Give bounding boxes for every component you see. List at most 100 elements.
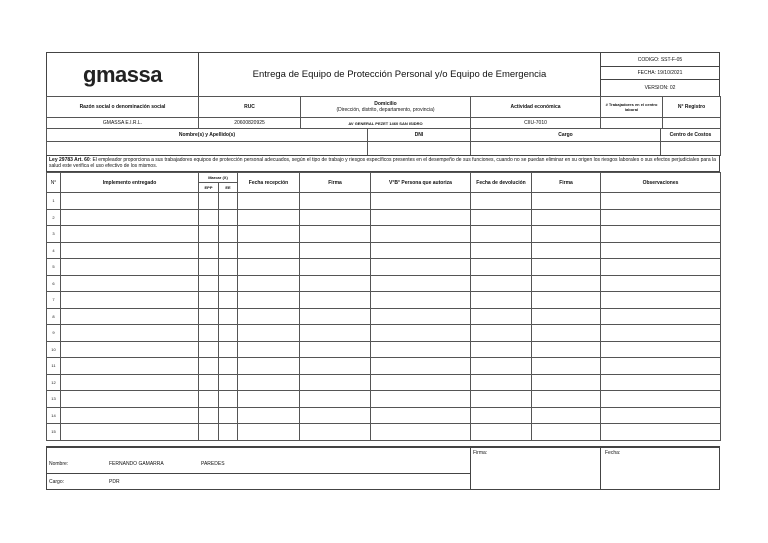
table-cell[interactable] bbox=[470, 208, 532, 226]
table-cell[interactable] bbox=[60, 241, 199, 259]
nombre-input[interactable] bbox=[46, 141, 368, 156]
table-cell[interactable] bbox=[60, 340, 199, 358]
table-cell[interactable] bbox=[299, 307, 371, 325]
table-cell[interactable] bbox=[470, 241, 532, 259]
table-cell[interactable] bbox=[531, 373, 601, 391]
table-cell[interactable] bbox=[237, 192, 300, 210]
table-cell[interactable] bbox=[237, 225, 300, 243]
table-cell[interactable] bbox=[531, 208, 601, 226]
table-cell[interactable] bbox=[600, 225, 721, 243]
table-cell[interactable] bbox=[600, 406, 721, 424]
table-cell[interactable] bbox=[370, 390, 471, 408]
table-cell[interactable] bbox=[600, 241, 721, 259]
table-cell[interactable] bbox=[237, 291, 300, 309]
table-cell[interactable] bbox=[470, 307, 532, 325]
table-cell[interactable] bbox=[600, 192, 721, 210]
table-cell[interactable] bbox=[198, 390, 219, 408]
table-cell[interactable] bbox=[198, 357, 219, 375]
table-cell[interactable] bbox=[218, 258, 238, 276]
table-cell[interactable] bbox=[237, 324, 300, 342]
table-cell[interactable] bbox=[370, 208, 471, 226]
table-cell[interactable] bbox=[600, 357, 721, 375]
table-cell[interactable] bbox=[531, 307, 601, 325]
table-cell[interactable] bbox=[299, 225, 371, 243]
table-cell[interactable] bbox=[198, 192, 219, 210]
table-cell[interactable] bbox=[198, 373, 219, 391]
centro-input[interactable] bbox=[660, 141, 721, 156]
table-cell[interactable] bbox=[470, 225, 532, 243]
table-cell[interactable] bbox=[470, 373, 532, 391]
table-cell[interactable] bbox=[60, 258, 199, 276]
table-cell[interactable] bbox=[531, 192, 601, 210]
table-cell[interactable] bbox=[600, 423, 721, 441]
table-cell[interactable] bbox=[237, 406, 300, 424]
dni-input[interactable] bbox=[367, 141, 471, 156]
table-cell[interactable] bbox=[60, 291, 199, 309]
table-cell[interactable] bbox=[218, 406, 238, 424]
table-cell[interactable] bbox=[299, 291, 371, 309]
table-cell[interactable] bbox=[531, 241, 601, 259]
table-cell[interactable] bbox=[531, 357, 601, 375]
table-cell[interactable] bbox=[60, 274, 199, 292]
table-cell[interactable] bbox=[531, 423, 601, 441]
table-cell[interactable] bbox=[218, 192, 238, 210]
table-cell[interactable] bbox=[531, 225, 601, 243]
table-cell[interactable] bbox=[237, 241, 300, 259]
table-cell[interactable] bbox=[218, 208, 238, 226]
table-cell[interactable] bbox=[370, 274, 471, 292]
table-cell[interactable] bbox=[370, 192, 471, 210]
table-cell[interactable] bbox=[470, 258, 532, 276]
table-cell[interactable] bbox=[600, 340, 721, 358]
table-cell[interactable] bbox=[370, 423, 471, 441]
table-cell[interactable] bbox=[370, 340, 471, 358]
table-cell[interactable] bbox=[470, 324, 532, 342]
table-cell[interactable] bbox=[198, 307, 219, 325]
table-cell[interactable] bbox=[60, 307, 199, 325]
registro-value[interactable] bbox=[662, 117, 721, 129]
footer-fecha[interactable]: Fecha: bbox=[603, 448, 719, 490]
table-cell[interactable] bbox=[198, 241, 219, 259]
table-cell[interactable] bbox=[470, 340, 532, 358]
table-cell[interactable] bbox=[218, 241, 238, 259]
table-cell[interactable] bbox=[600, 324, 721, 342]
table-cell[interactable] bbox=[470, 423, 532, 441]
table-cell[interactable] bbox=[198, 406, 219, 424]
table-cell[interactable] bbox=[237, 390, 300, 408]
table-cell[interactable] bbox=[198, 291, 219, 309]
table-cell[interactable] bbox=[531, 258, 601, 276]
table-cell[interactable] bbox=[60, 225, 199, 243]
cargo-input[interactable] bbox=[470, 141, 661, 156]
table-cell[interactable] bbox=[218, 373, 238, 391]
table-cell[interactable] bbox=[299, 357, 371, 375]
table-cell[interactable] bbox=[470, 357, 532, 375]
table-cell[interactable] bbox=[198, 340, 219, 358]
table-cell[interactable] bbox=[470, 274, 532, 292]
table-cell[interactable] bbox=[198, 208, 219, 226]
table-cell[interactable] bbox=[60, 390, 199, 408]
table-cell[interactable] bbox=[370, 357, 471, 375]
table-cell[interactable] bbox=[218, 340, 238, 358]
table-cell[interactable] bbox=[531, 406, 601, 424]
table-cell[interactable] bbox=[600, 390, 721, 408]
table-cell[interactable] bbox=[600, 373, 721, 391]
table-cell[interactable] bbox=[60, 423, 199, 441]
table-cell[interactable] bbox=[370, 307, 471, 325]
table-cell[interactable] bbox=[299, 274, 371, 292]
table-cell[interactable] bbox=[218, 357, 238, 375]
table-cell[interactable] bbox=[531, 291, 601, 309]
table-cell[interactable] bbox=[370, 324, 471, 342]
table-cell[interactable] bbox=[299, 390, 371, 408]
table-cell[interactable] bbox=[218, 324, 238, 342]
table-cell[interactable] bbox=[531, 324, 601, 342]
table-cell[interactable] bbox=[370, 241, 471, 259]
table-cell[interactable] bbox=[370, 373, 471, 391]
table-cell[interactable] bbox=[470, 291, 532, 309]
table-cell[interactable] bbox=[237, 423, 300, 441]
table-cell[interactable] bbox=[218, 423, 238, 441]
table-cell[interactable] bbox=[60, 208, 199, 226]
table-cell[interactable] bbox=[299, 208, 371, 226]
table-cell[interactable] bbox=[600, 208, 721, 226]
table-cell[interactable] bbox=[198, 423, 219, 441]
table-cell[interactable] bbox=[299, 258, 371, 276]
footer-firma[interactable]: Firma: bbox=[471, 448, 601, 490]
